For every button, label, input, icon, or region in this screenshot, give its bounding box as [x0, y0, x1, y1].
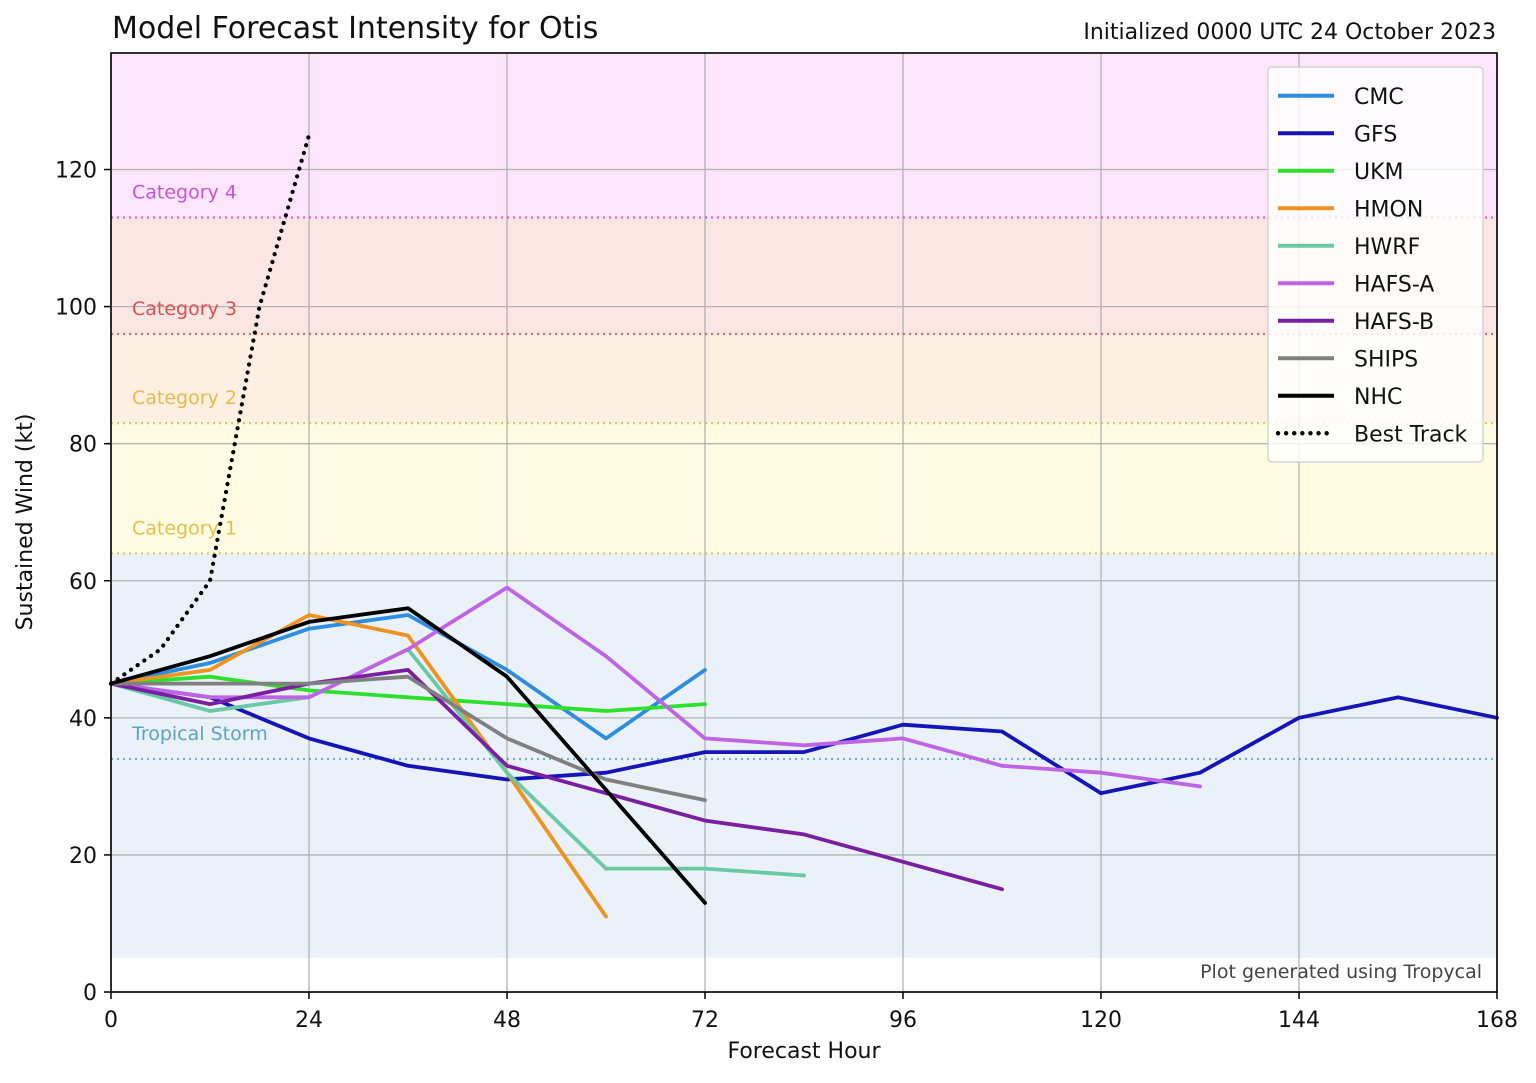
x-tick-label-96: 96: [889, 1008, 917, 1033]
x-tick-label-0: 0: [104, 1008, 118, 1033]
y-tick-label-80: 80: [69, 433, 97, 458]
band-category-3: [111, 217, 1497, 335]
legend-label-ukm: UKM: [1354, 160, 1404, 185]
series-line-hafs-a: [109, 585, 1202, 789]
legend: CMC GFS UKM HMON HWRF HAFS-A HAFS-B SHIPS NHC Bes…: [1267, 66, 1484, 463]
band-tropical-storm: [111, 553, 1497, 958]
series-line-hmon: [109, 613, 608, 919]
axis-ticks: 0 24 48 72 96 120 144 168 0 20 40 60 80 100 120: [55, 159, 1518, 1033]
series-line-nhc: [109, 606, 707, 905]
category-label-tropical-storm: Tropical Storm: [131, 723, 268, 745]
legend-label-hwrf: HWRF: [1354, 235, 1420, 260]
y-tick-label-100: 100: [55, 296, 97, 321]
category-label-category-3: Category 3: [132, 298, 237, 320]
chart-subtitle: Initialized 0000 UTC 24 October 2023: [1083, 20, 1496, 45]
series-line-best-track: [108, 133, 312, 686]
legend-label-nhc: NHC: [1354, 385, 1402, 410]
band-category-1: [111, 423, 1497, 554]
x-axis-label: Forecast Hour: [727, 1039, 881, 1064]
series-line-ukm: [109, 674, 707, 713]
y-axis-label: Sustained Wind (kt): [13, 414, 38, 631]
y-tick-label-0: 0: [83, 981, 97, 1006]
legend-box: [1267, 66, 1484, 463]
series-lines: [108, 133, 1499, 919]
series-line-gfs: [109, 681, 1499, 796]
category-label-category-2: Category 2: [132, 387, 237, 409]
band-category-4: [111, 53, 1497, 218]
category-bands: [111, 53, 1497, 958]
plot-frame: [110, 52, 1498, 993]
legend-label-best-track: Best Track: [1354, 422, 1468, 447]
category-thresholds: Tropical Storm Category 1 Category 2 Catego…: [111, 181, 1497, 761]
x-tick-label-72: 72: [691, 1008, 719, 1033]
legend-label-cmc: CMC: [1354, 85, 1404, 110]
y-tick-label-60: 60: [69, 570, 97, 595]
category-label-category-4: Category 4: [132, 181, 237, 203]
x-tick-label-24: 24: [295, 1008, 323, 1033]
legend-label-gfs: GFS: [1354, 122, 1397, 147]
y-tick-label-120: 120: [55, 159, 97, 184]
watermark-text: Plot generated using Tropycal: [1200, 961, 1482, 983]
category-label-category-1: Category 1: [132, 517, 237, 539]
x-tick-label-120: 120: [1080, 1008, 1122, 1033]
x-tick-label-144: 144: [1278, 1008, 1320, 1033]
band-category-2: [111, 334, 1497, 424]
series-line-hafs-b: [109, 668, 1004, 892]
series-line-ships: [109, 674, 707, 802]
x-tick-label-48: 48: [493, 1008, 521, 1033]
legend-label-hafs-a: HAFS-A: [1354, 272, 1434, 297]
legend-label-hmon: HMON: [1354, 197, 1423, 222]
series-line-hwrf: [109, 647, 806, 878]
x-tick-label-168: 168: [1476, 1008, 1518, 1033]
y-tick-label-20: 20: [69, 844, 97, 869]
y-tick-label-40: 40: [69, 707, 97, 732]
chart-title: Model Forecast Intensity for Otis: [112, 11, 598, 46]
legend-label-hafs-b: HAFS-B: [1354, 310, 1434, 335]
series-line-cmc: [109, 613, 707, 741]
legend-label-ships: SHIPS: [1354, 347, 1418, 372]
